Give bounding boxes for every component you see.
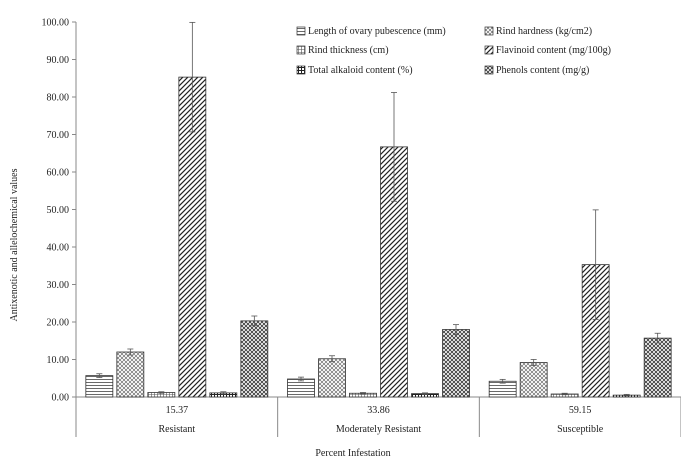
y-axis-label: Antixenotic and allelochemical values — [9, 168, 20, 321]
x-tick-label: 59.15 — [569, 405, 592, 416]
bar — [488, 380, 517, 398]
legend-entry: Total alkaloid content (%) — [308, 65, 413, 76]
legend-entry: Length of ovary pubescence (mm) — [308, 26, 446, 37]
legend-entry: Rind thickness (cm) — [308, 45, 389, 56]
legend-swatch — [296, 26, 306, 36]
y-axis-ticks: 0.00 10.00 20.00 30.00 40.00 50.00 60.00 70.00 8… — [42, 18, 76, 404]
legend-entry: Phenols content (mg/g) — [496, 65, 589, 76]
y-tick-label: 70.00 — [47, 130, 70, 141]
y-tick-label: 90.00 — [47, 55, 70, 66]
legend-entry: Rind hardness (kg/cm2) — [496, 26, 592, 37]
legend-swatch — [296, 65, 306, 75]
x-tick-label: 33.86 — [367, 405, 390, 416]
x-group-label: Moderately Resistant — [336, 424, 421, 435]
y-tick-label: 0.00 — [52, 393, 70, 404]
bar — [85, 375, 114, 398]
bar — [287, 378, 315, 398]
legend-swatch — [296, 45, 306, 55]
y-tick-label: 100.00 — [42, 18, 70, 29]
y-tick-label: 30.00 — [47, 280, 70, 291]
bar — [240, 320, 269, 398]
x-group-label: Resistant — [158, 424, 195, 435]
bar — [318, 358, 346, 398]
bar — [643, 337, 672, 398]
legend-swatch — [484, 65, 494, 75]
legend-entry: Flavinoid content (mg/100g) — [496, 45, 611, 56]
legend-swatch — [484, 45, 494, 55]
y-tick-label: 10.00 — [47, 355, 70, 366]
x-group-label: Susceptible — [557, 424, 604, 435]
legend-swatch — [484, 26, 494, 36]
y-tick-label: 20.00 — [47, 318, 70, 329]
legend: Length of ovary pubescence (mm) Rind hard… — [296, 26, 611, 76]
bar — [519, 362, 548, 398]
y-tick-label: 50.00 — [47, 205, 70, 216]
bar — [442, 329, 470, 398]
axes — [75, 22, 681, 437]
x-axis-label: Percent Infestation — [315, 448, 390, 459]
bars — [85, 21, 672, 398]
y-tick-label: 60.00 — [47, 168, 70, 179]
x-axis-ticks: 15.37 Resistant 33.86 Moderately Resistant 5… — [158, 397, 681, 437]
y-tick-label: 40.00 — [47, 243, 70, 254]
x-tick-label: 15.37 — [166, 405, 189, 416]
bar — [116, 351, 145, 398]
y-tick-label: 80.00 — [47, 93, 70, 104]
